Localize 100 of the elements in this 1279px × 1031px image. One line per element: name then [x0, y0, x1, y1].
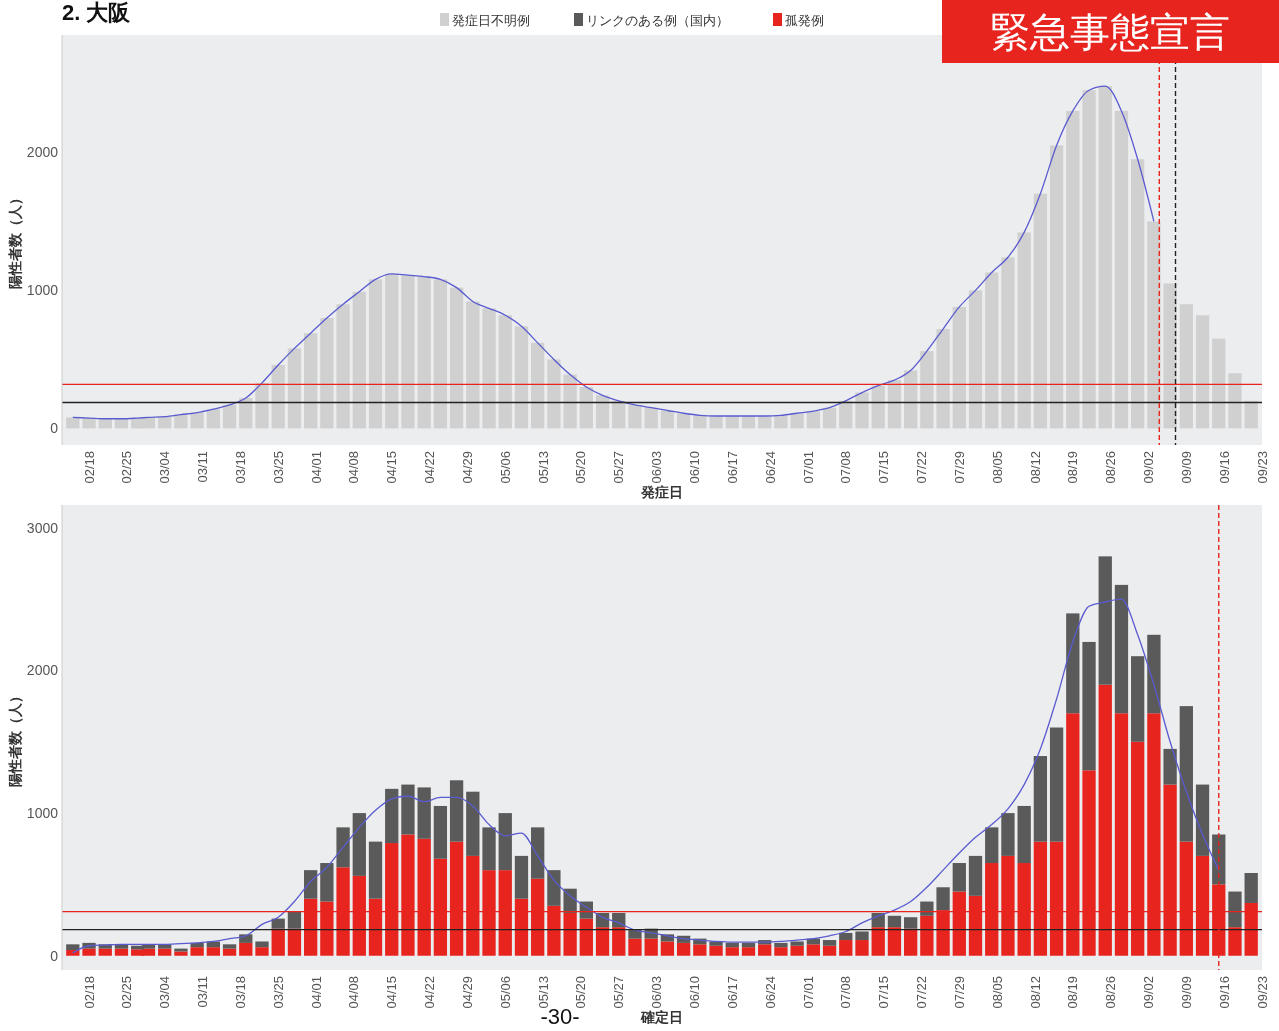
bar: [174, 414, 188, 429]
y-axis-title: 陽性者数（人）: [7, 688, 23, 787]
x-tick-label: 09/09: [1178, 976, 1194, 1009]
bar: [952, 863, 966, 892]
x-axis-title: 確定日: [640, 1009, 683, 1025]
bar: [904, 928, 918, 956]
bar: [1228, 891, 1242, 928]
x-tick-label: 03/18: [232, 976, 248, 1009]
bar: [1082, 90, 1096, 429]
bar: [368, 279, 383, 429]
bar: [887, 927, 902, 956]
bar: [595, 927, 610, 956]
x-tick-label: 07/15: [876, 976, 892, 1009]
bar: [985, 272, 999, 429]
y-tick-label: 2000: [26, 144, 59, 161]
bar: [563, 374, 577, 429]
x-tick-label: 08/26: [1103, 976, 1119, 1009]
x-tick-label: 03/25: [270, 451, 286, 484]
bar: [822, 940, 837, 946]
bar: [871, 385, 885, 429]
bar: [482, 308, 496, 429]
bar: [352, 813, 366, 876]
x-tick-label: 02/25: [119, 976, 135, 1009]
bar: [660, 941, 675, 956]
bar: [320, 863, 334, 902]
bar: [482, 827, 496, 871]
y-tick-label: 3000: [26, 519, 59, 536]
bar: [514, 326, 529, 429]
bar: [320, 318, 334, 429]
x-tick-label: 09/23: [1254, 976, 1270, 1009]
bar: [206, 947, 220, 956]
x-tick-label: 03/04: [157, 976, 173, 1009]
bar: [758, 944, 772, 956]
bar: [336, 304, 350, 429]
y-tick-label: 0: [50, 420, 59, 437]
bar: [1017, 805, 1031, 864]
bar: [449, 287, 464, 429]
x-tick-label: 04/08: [346, 976, 362, 1009]
bar: [709, 416, 723, 429]
bar: [239, 398, 253, 429]
x-tick-label: 03/11: [195, 976, 211, 1008]
bar: [725, 947, 739, 956]
bar: [806, 944, 820, 956]
x-tick-label: 02/18: [81, 976, 97, 1009]
x-tick-label: 07/22: [914, 451, 930, 484]
bar: [579, 387, 593, 429]
x-tick-label: 09/23: [1254, 451, 1270, 484]
x-tick-label: 04/29: [459, 451, 475, 484]
x-tick-label: 08/12: [1027, 976, 1043, 1009]
x-tick-label: 03/18: [232, 451, 248, 484]
x-tick-label: 08/26: [1103, 451, 1119, 484]
bar: [1228, 927, 1242, 956]
bar: [968, 855, 983, 896]
x-tick-label: 04/15: [384, 451, 400, 484]
bar: [693, 944, 707, 956]
bar: [1244, 400, 1258, 429]
bar: [822, 407, 837, 429]
bar: [1098, 86, 1112, 429]
x-tick-label: 09/02: [1141, 976, 1157, 1009]
bar: [433, 805, 448, 859]
bar: [174, 951, 188, 956]
bar: [774, 942, 788, 948]
bar: [855, 931, 869, 941]
bar: [433, 279, 448, 429]
bar: [498, 813, 512, 871]
bar: [352, 291, 366, 429]
x-tick-label: 04/08: [346, 451, 362, 484]
bar: [644, 938, 658, 956]
bar: [287, 911, 302, 929]
bar: [271, 364, 285, 429]
bar: [466, 791, 480, 856]
bar: [1066, 110, 1080, 429]
legend-label: 孤発例: [785, 12, 824, 28]
bar: [449, 780, 464, 842]
bar: [255, 947, 269, 956]
bar: [1163, 283, 1177, 429]
bar: [466, 301, 480, 429]
bar: [790, 945, 804, 956]
x-tick-label: 08/05: [989, 976, 1005, 1009]
x-tick-label: 07/08: [838, 451, 854, 484]
bar: [1179, 706, 1193, 842]
bar: [774, 415, 788, 429]
bar: [968, 290, 983, 429]
bar: [855, 940, 869, 956]
bar: [158, 948, 172, 956]
y-tick-label: 1000: [26, 282, 59, 299]
bar: [952, 306, 966, 429]
x-tick-label: 09/09: [1178, 451, 1194, 484]
bar: [822, 945, 837, 956]
bar: [887, 915, 902, 928]
bar: [1212, 834, 1226, 885]
bar: [1001, 813, 1015, 856]
bar: [693, 415, 707, 429]
x-tick-label: 05/13: [535, 451, 551, 484]
legend-label: リンクのある例（国内）: [586, 12, 729, 28]
bar: [936, 329, 950, 429]
x-tick-label: 04/22: [422, 976, 438, 1009]
y-tick-label: 1000: [26, 805, 59, 821]
x-tick-label: 05/27: [611, 976, 627, 1009]
x-tick-label: 09/02: [1141, 451, 1157, 484]
